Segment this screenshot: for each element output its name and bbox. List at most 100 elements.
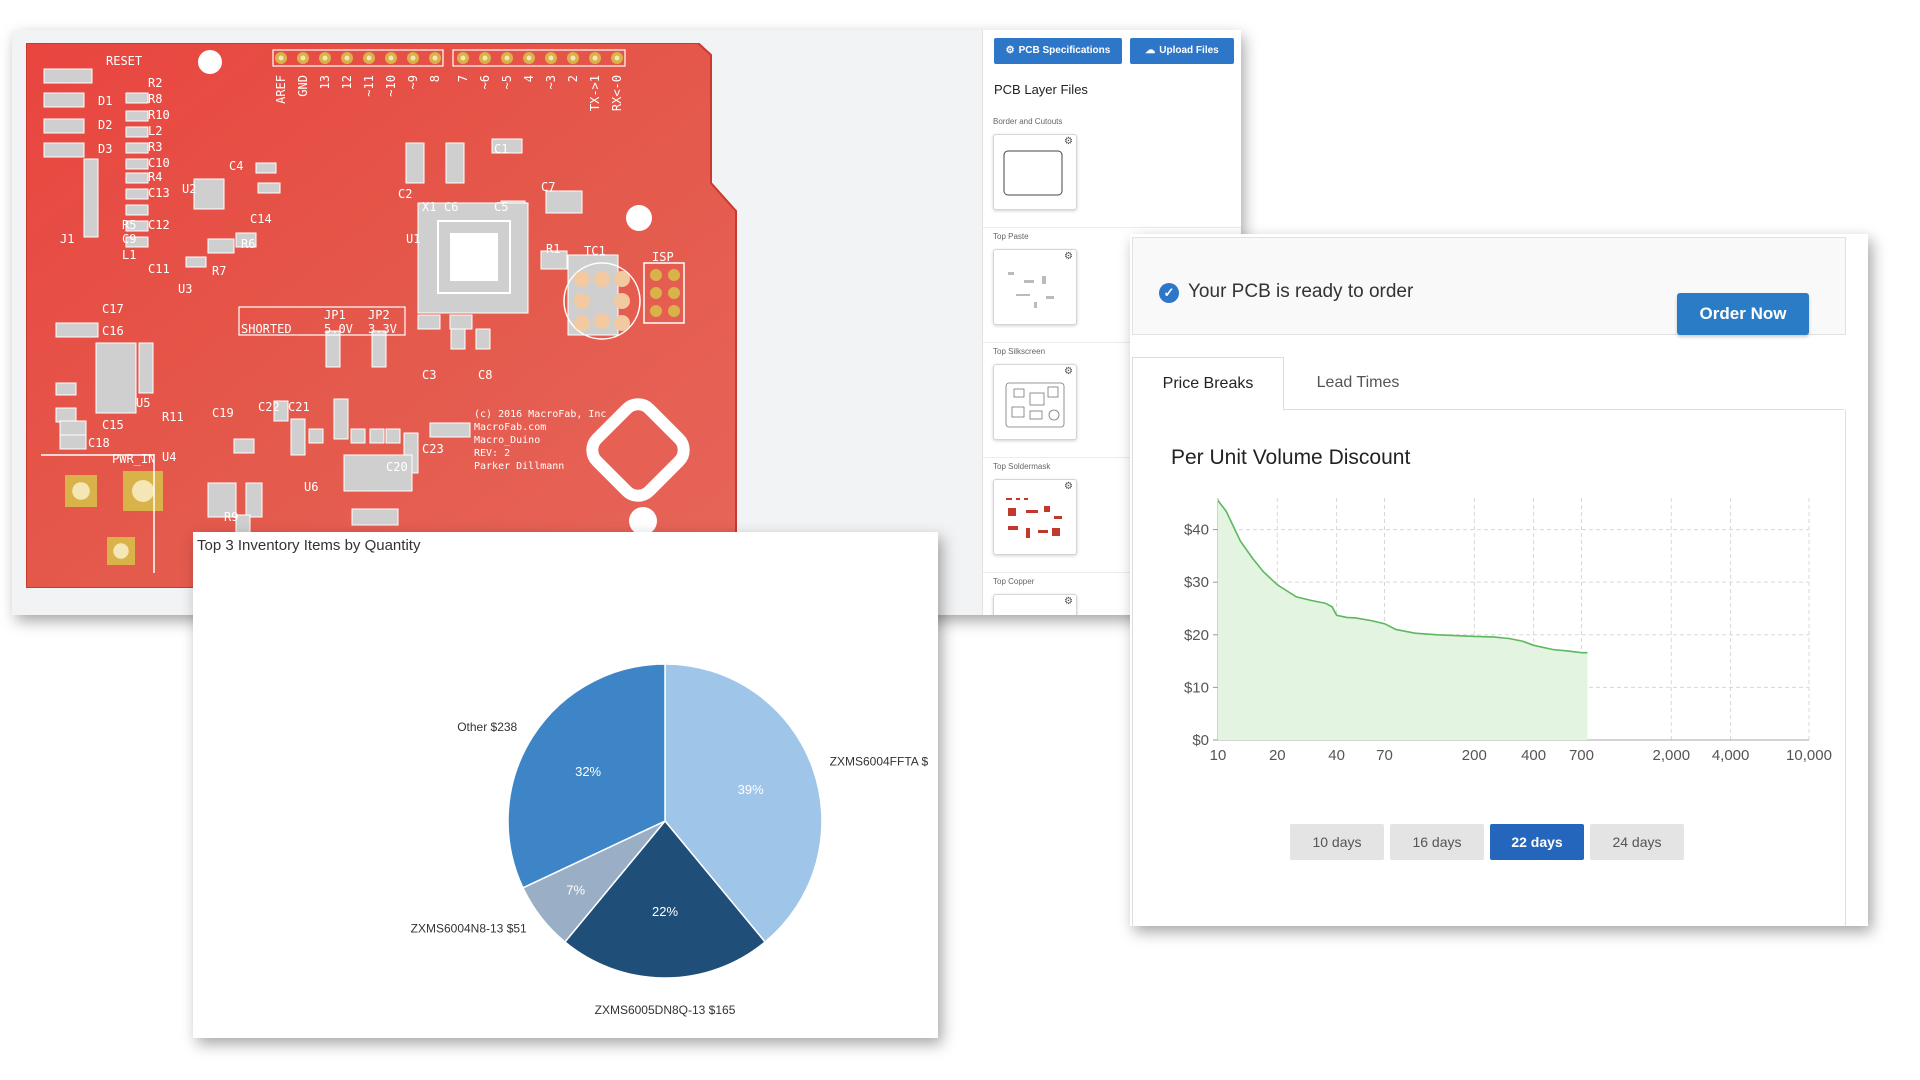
pie-percent-label: 39% (738, 782, 764, 797)
component-pad (333, 398, 349, 440)
pie-slice-label: Other $238 (457, 720, 517, 734)
tab-price-breaks[interactable]: Price Breaks (1132, 357, 1284, 411)
component-pad (449, 314, 473, 330)
component-pad (185, 256, 207, 268)
component-pad (545, 190, 583, 214)
layer-row-top-soldermask[interactable]: Top Soldermask ⚙ (983, 458, 1241, 573)
lead-time-24-days-button[interactable]: 24 days (1590, 824, 1684, 860)
silkscreen-label: R9 (224, 510, 238, 524)
component-pad (369, 428, 385, 444)
tc1-outline (563, 262, 641, 340)
x-tick-label: 10 (1210, 747, 1227, 764)
component-pad (55, 322, 99, 338)
silkscreen-label: L1 (122, 248, 136, 262)
header-pin-label: ~11 (362, 75, 376, 97)
layer-thumbnail[interactable]: ⚙ (993, 594, 1077, 615)
header-pin-label: GND (296, 75, 310, 97)
layer-thumbnail[interactable]: ⚙ (993, 479, 1077, 555)
pie-slice[interactable] (507, 663, 666, 889)
layer-row-top-copper[interactable]: Top Copper ⚙ (983, 573, 1241, 615)
component-pad (325, 330, 341, 368)
component-pad (59, 420, 87, 436)
silkscreen-label: TC1 (584, 244, 606, 258)
lead-time-10-days-button[interactable]: 10 days (1290, 824, 1384, 860)
discount-area (1218, 500, 1588, 740)
silkscreen-label: D3 (98, 142, 112, 156)
gear-icon[interactable]: ⚙ (1064, 366, 1073, 377)
silkscreen-label: C21 (288, 400, 310, 414)
header-outline (272, 49, 444, 67)
silkscreen-label: R6 (241, 237, 255, 251)
component-pad (125, 172, 149, 184)
header-pin-label: ~5 (500, 75, 514, 89)
pcb-board[interactable]: AREF GND 13 12 ~11 ~10 ~9 8 7 ~6 ~5 4 ~3 2 TX->1 RX<-0 R… (26, 43, 748, 588)
header-pin-label: RX<-0 (610, 75, 624, 111)
order-now-button[interactable]: Order Now (1677, 293, 1809, 335)
isp-pad (650, 287, 662, 299)
silkscreen-label: C5 (494, 200, 508, 214)
layer-thumbnail[interactable]: ⚙ (993, 134, 1077, 210)
copyright-line: Macro_Duino (474, 435, 540, 446)
silkscreen-label: C10 (148, 156, 170, 170)
layer-row-border[interactable]: Border and Cutouts ⚙ (983, 113, 1241, 228)
component-pad (83, 158, 99, 238)
lead-time-22-days-button[interactable]: 22 days (1490, 824, 1584, 860)
pie-slice[interactable] (563, 819, 767, 979)
component-pad (125, 236, 149, 248)
tab-lead-times[interactable]: Lead Times (1316, 374, 1400, 391)
inventory-pie-panel: Top 3 Inventory Items by Quantity 39% ZXM… (193, 532, 938, 1038)
x-tick-label: 10,000 (1786, 747, 1832, 764)
pie-slice[interactable] (664, 663, 823, 944)
component-pad (125, 204, 149, 216)
component-pad (540, 250, 568, 270)
inventory-pie-chart[interactable]: 39% ZXMS6004FFTA $ 22% ZXMS6005DN8Q-13 $165… (193, 532, 938, 1038)
gear-icon[interactable]: ⚙ (1064, 251, 1073, 262)
silkscreen-label: C13 (148, 186, 170, 200)
pie-slice-label: ZXMS6004N8-13 $51 (411, 921, 527, 935)
silkscreen-label: D1 (98, 94, 112, 108)
silkscreen-label: SHORTED (241, 322, 292, 336)
component-pad (55, 407, 77, 423)
macrofab-logo (586, 398, 690, 502)
silkscreen-label: R7 (212, 264, 226, 278)
silkscreen-label: C7 (541, 180, 555, 194)
tc1-pad (574, 271, 590, 287)
component-pad (125, 92, 149, 104)
layer-row-top-paste[interactable]: Top Paste ⚙ (983, 228, 1241, 343)
silkscreen-label: C20 (386, 460, 408, 474)
component-pad (475, 328, 491, 350)
component-pad (350, 428, 366, 444)
x-tick-label: 4,000 (1712, 747, 1750, 764)
header-pad-hole (460, 55, 466, 61)
x-tick-label: 700 (1569, 747, 1594, 764)
pcb-specifications-button[interactable]: ⚙ PCB Specifications (994, 38, 1122, 64)
silkscreen-label: R4 (148, 170, 162, 184)
pie-percent-label: 32% (575, 764, 601, 779)
gear-icon[interactable]: ⚙ (1064, 136, 1073, 147)
component-pad (43, 142, 85, 158)
paste-preview (1008, 272, 1054, 308)
cloud-upload-icon: ☁ (1145, 45, 1156, 56)
silkscreen-label: C6 (444, 200, 458, 214)
order-tabs: Price Breaks Lead Times (1132, 357, 1844, 411)
silkscreen-label: C1 (494, 142, 508, 156)
layer-row-top-silkscreen[interactable]: Top Silkscreen ⚙ (983, 343, 1241, 458)
ready-to-order-text: Your PCB is ready to order (1188, 281, 1414, 302)
power-jack-hole (72, 482, 90, 500)
gear-icon[interactable]: ⚙ (1064, 481, 1073, 492)
component-pad (125, 158, 149, 170)
gear-icon[interactable]: ⚙ (1064, 596, 1073, 607)
lead-time-selector: 10 days 16 days 22 days 24 days (1133, 410, 1845, 926)
upload-files-button[interactable]: ☁ Upload Files (1130, 38, 1234, 64)
lead-time-16-days-button[interactable]: 16 days (1390, 824, 1484, 860)
silkscreen-label: X1 (422, 200, 436, 214)
silkscreen-label: C11 (148, 262, 170, 276)
layer-thumbnail[interactable]: ⚙ (993, 364, 1077, 440)
header-pad-hole (388, 55, 394, 61)
silkscreen-label: C9 (122, 232, 136, 246)
layer-thumbnail[interactable]: ⚙ (993, 249, 1077, 325)
header-pin-label: 12 (340, 75, 354, 89)
header-pad-hole (526, 55, 532, 61)
header-pin-label: ~10 (384, 75, 398, 97)
header-pad-hole (366, 55, 372, 61)
